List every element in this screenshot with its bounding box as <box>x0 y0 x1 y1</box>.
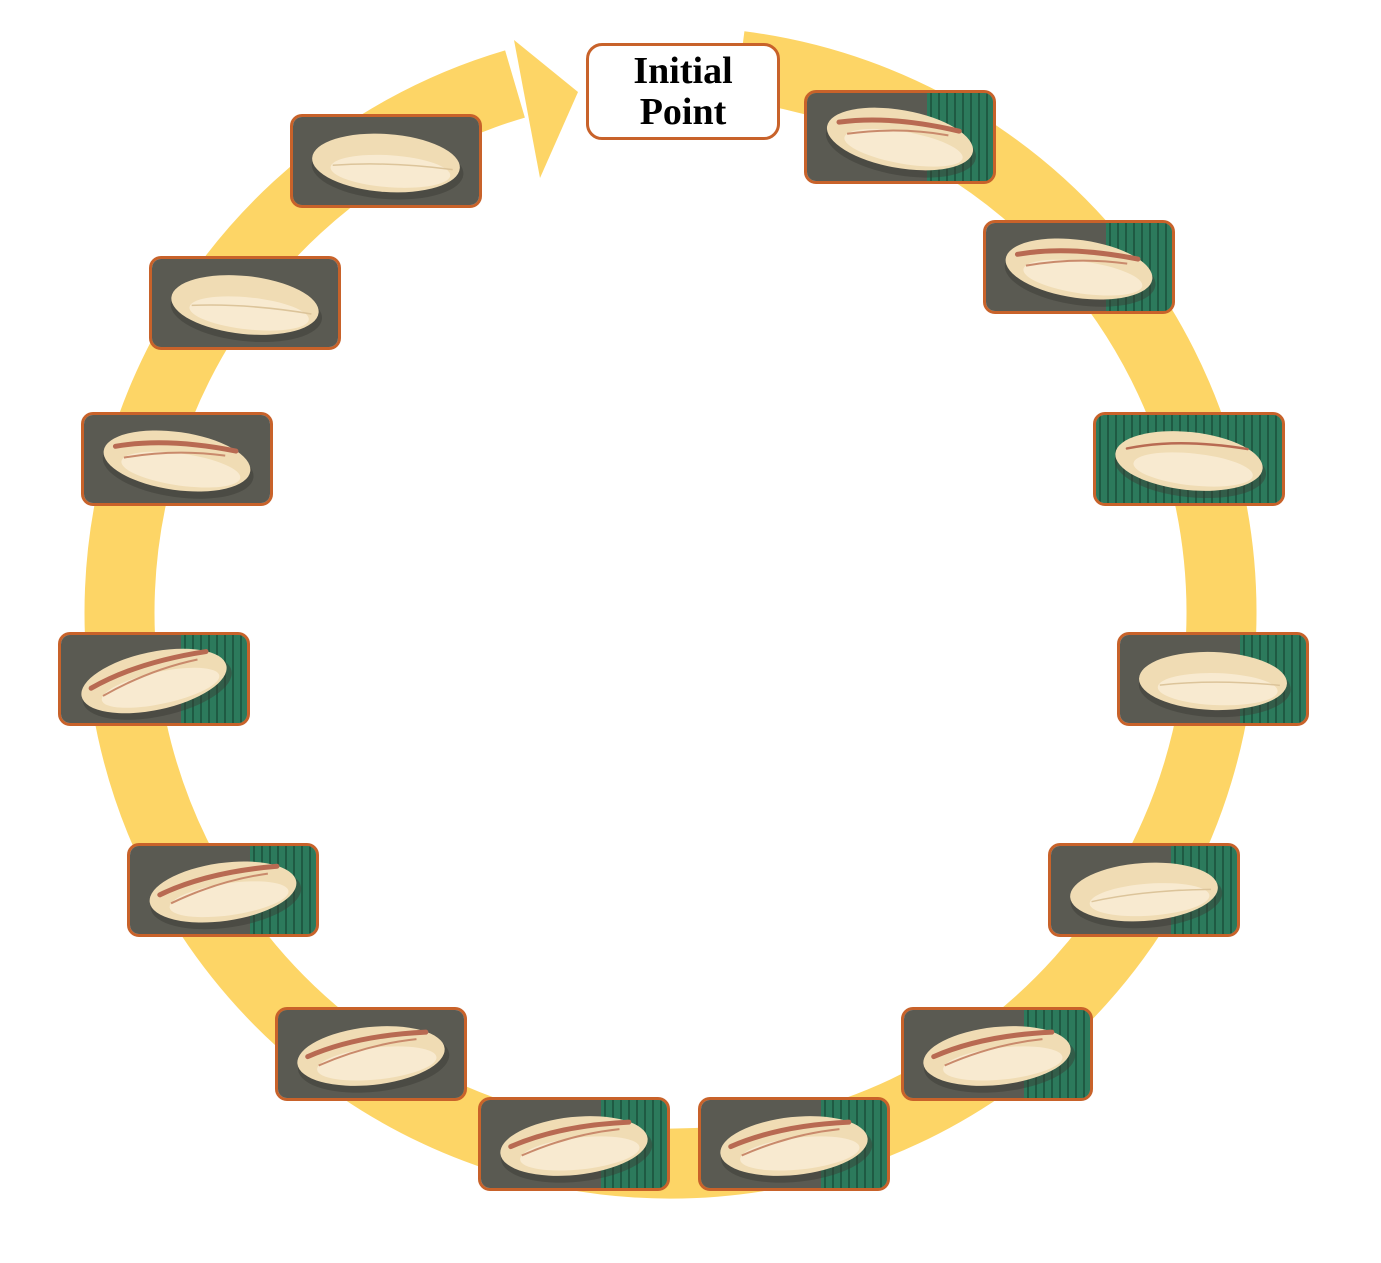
shell-split-inner <box>944 1038 1043 1067</box>
pistachio-nut <box>311 133 464 200</box>
pistachio-nut <box>1138 651 1291 718</box>
frame-step-4 <box>1117 632 1309 726</box>
shell-split-inner <box>170 872 269 905</box>
pistachio-nut <box>149 861 302 930</box>
nut-highlight <box>121 451 241 488</box>
shell-split <box>1125 442 1249 451</box>
initial-point-line-1: Initial <box>633 49 733 92</box>
pistachio-nut <box>500 1116 653 1183</box>
frame-step-5 <box>1048 843 1240 937</box>
pistachio-image <box>1051 846 1237 934</box>
shell-split <box>112 440 239 454</box>
shell-split <box>836 117 962 134</box>
shell-seam <box>191 304 312 315</box>
shell-split <box>157 863 280 898</box>
nut-highlight <box>101 667 220 708</box>
initial-point-label: Initial Point <box>586 43 780 140</box>
pistachio-image <box>61 635 247 723</box>
frame-step-11 <box>58 632 250 726</box>
shell-split-inner <box>521 1128 620 1157</box>
nut-highlight <box>1157 673 1278 706</box>
shell-split-inner <box>741 1128 840 1157</box>
pistachio-image <box>152 259 338 347</box>
arrow-head <box>514 40 578 178</box>
pistachio-image <box>293 117 479 205</box>
pistachio-nut <box>923 1026 1076 1093</box>
shell-split-inner <box>318 1038 417 1067</box>
shell-split <box>1014 248 1141 262</box>
pistachio-image <box>1120 635 1306 723</box>
frame-step-9 <box>275 1007 467 1101</box>
shell-split-inner <box>102 658 198 697</box>
shell-seam <box>332 163 453 171</box>
frame-step-6 <box>901 1007 1093 1101</box>
frame-step-14 <box>290 114 482 208</box>
shell-split-inner <box>123 451 226 459</box>
pistachio-nut <box>1070 862 1223 929</box>
frame-step-1 <box>804 90 996 184</box>
initial-point-line-2: Point <box>639 90 727 133</box>
pistachio-image <box>701 1100 887 1188</box>
pistachio-nut <box>170 275 323 343</box>
shell-split <box>305 1029 429 1060</box>
shell-split <box>88 649 209 691</box>
nut-highlight <box>1089 883 1210 917</box>
frame-step-8 <box>478 1097 670 1191</box>
pistachio-nut <box>1114 431 1267 499</box>
nut-highlight <box>1023 259 1143 296</box>
pistachio-image <box>986 223 1172 311</box>
frame-step-3 <box>1093 412 1285 506</box>
nut-highlight <box>844 128 963 167</box>
pistachio-image <box>84 415 270 503</box>
nut-highlight <box>330 154 451 188</box>
pistachio-nut <box>81 648 232 720</box>
pistachio-image <box>904 1010 1090 1098</box>
pistachio-nut <box>825 107 976 178</box>
shell-split-inner <box>1025 259 1128 267</box>
shell-split <box>931 1029 1055 1060</box>
pistachio-image <box>130 846 316 934</box>
pistachio-image <box>1096 415 1282 503</box>
pistachio-nut <box>1004 238 1156 307</box>
frame-step-12 <box>81 412 273 506</box>
frame-step-10 <box>127 843 319 937</box>
pistachio-image <box>278 1010 464 1098</box>
pistachio-nut <box>720 1116 873 1183</box>
pistachio-image <box>807 93 993 181</box>
shell-seam <box>1159 681 1280 687</box>
shell-split <box>728 1119 852 1150</box>
pistachio-nut <box>297 1026 450 1093</box>
frame-step-7 <box>698 1097 890 1191</box>
nut-highlight <box>1133 452 1253 487</box>
pistachio-image <box>481 1100 667 1188</box>
frame-step-13 <box>149 256 341 350</box>
shell-seam <box>1091 888 1211 903</box>
shell-split-inner <box>846 129 949 137</box>
frame-step-2 <box>983 220 1175 314</box>
pistachio-nut <box>102 430 254 499</box>
shell-split <box>508 1119 632 1150</box>
